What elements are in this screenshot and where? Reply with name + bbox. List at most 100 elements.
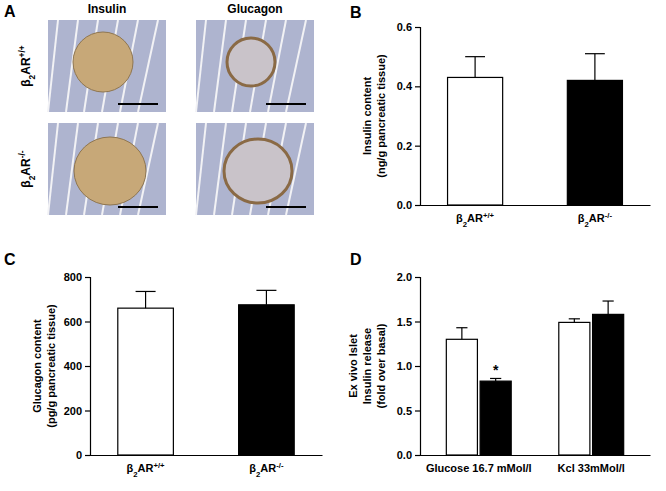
tick-mark	[85, 366, 90, 367]
error-stem	[266, 290, 267, 304]
error-cap	[585, 53, 605, 54]
panel-letter: D	[350, 251, 362, 268]
axis-line	[85, 278, 91, 456]
error-bar	[465, 57, 485, 78]
tick-label: 0.6	[397, 21, 412, 33]
tick-mark	[415, 277, 420, 278]
tick-label: 0.4	[397, 80, 413, 92]
y-axis-title: Glucagon content	[31, 319, 43, 413]
y-axis-title: (pg/g pancreatic tissue)	[45, 304, 57, 428]
text-part: β	[19, 180, 33, 187]
panel-letter: C	[4, 251, 16, 268]
x-tick: Glucose 16.7 mMol/l	[426, 455, 532, 474]
error-stem	[608, 301, 609, 314]
micrograph	[196, 20, 314, 112]
x-tick: β2AR+/+	[127, 455, 166, 479]
y-tick: 1.5	[397, 316, 420, 328]
plot-area	[448, 54, 623, 205]
tick-label: 0.2	[397, 140, 412, 152]
tick-mark	[415, 321, 420, 322]
bar	[480, 381, 511, 455]
tissue-septum	[48, 20, 58, 112]
category-label: β2AR-/-	[578, 211, 613, 229]
error-cap	[256, 290, 276, 291]
tissue	[196, 123, 314, 215]
y-axis-title: (fold over basal)	[375, 323, 387, 408]
tick-mark	[415, 366, 420, 367]
category-label: Kcl 33mMol/l	[558, 462, 625, 474]
y-tick: 400	[64, 360, 90, 372]
tick-mark	[85, 277, 90, 278]
tissue-septum	[214, 20, 226, 112]
micrograph	[48, 20, 166, 112]
tissue	[48, 123, 166, 215]
error-bar	[456, 328, 467, 340]
axis-line	[421, 205, 651, 206]
scale-bar	[118, 206, 158, 208]
text-part: AR	[19, 158, 33, 176]
tick-label: 0.0	[397, 199, 412, 211]
panel-letter: A	[4, 3, 16, 20]
tissue	[48, 20, 166, 112]
error-stem	[461, 328, 462, 340]
tick-label: 0.0	[397, 449, 412, 461]
scale-bar	[266, 103, 306, 105]
text-part: AR	[589, 212, 605, 224]
error-cap	[569, 318, 580, 319]
panel-letter: B	[350, 4, 362, 21]
y-tick: 600	[64, 316, 90, 328]
row-label: β2AR+/+	[17, 45, 37, 87]
x-axis: Glucose 16.7 mMol/l Kcl 33mMol/l	[421, 455, 651, 474]
micrograph	[48, 123, 166, 215]
text-sup: -/-	[17, 150, 27, 158]
y-tick: 0.4	[397, 80, 420, 92]
tick-label: 2.0	[397, 271, 412, 283]
tick-mark	[415, 146, 420, 147]
annotations: *	[493, 362, 499, 378]
panel: C 0 200 400 600 800 β2AR+/+ β2AR-/- Glucagon con…	[4, 251, 323, 479]
y-axis-title: Ex vivo Islet	[347, 334, 359, 398]
tick-label: 1.5	[397, 316, 412, 328]
y-tick: 200	[64, 405, 90, 417]
column-label: Glucagon	[227, 2, 282, 16]
text-part: AR	[467, 212, 483, 224]
axis-line	[415, 278, 421, 456]
y-axis: 0.0 0.2 0.4 0.6	[397, 21, 421, 211]
column-label: Insulin	[88, 2, 127, 16]
tick-mark	[415, 205, 420, 206]
tick-label: 400	[64, 360, 82, 372]
x-tick: β2AR+/+	[456, 205, 495, 229]
error-bar	[256, 290, 276, 304]
tissue-septum	[48, 123, 58, 215]
y-axis-title: Insulin content	[361, 77, 373, 156]
error-cap	[136, 291, 156, 292]
text-sup: +/+	[17, 45, 27, 57]
bar	[448, 77, 503, 205]
y-axis-title: Insulin release	[361, 328, 373, 404]
bar	[567, 80, 622, 205]
tick-label: 800	[64, 271, 82, 283]
bar	[446, 339, 477, 455]
error-bar	[603, 301, 614, 314]
islet	[73, 32, 133, 92]
x-axis: β2AR+/+ β2AR-/-	[91, 455, 323, 479]
figure: A Insulin Glucagon β2AR+/+ β2AR-/- B 0.0 0.2 0.4…	[0, 0, 666, 491]
bar	[559, 322, 590, 455]
tick-mark	[415, 86, 420, 87]
error-stem	[475, 57, 476, 78]
annotation: *	[493, 362, 499, 378]
plot-area	[446, 301, 623, 455]
bar	[118, 308, 174, 455]
bar	[239, 305, 295, 455]
tissue-septum	[286, 20, 306, 112]
y-tick: 0	[76, 449, 90, 461]
y-axis: 0 200 400 600 800	[64, 271, 91, 461]
x-axis: β2AR+/+ β2AR-/-	[421, 205, 651, 229]
scale-bar	[266, 206, 306, 208]
category-label: β2AR-/-	[249, 461, 284, 479]
category-label: β2AR+/+	[127, 461, 166, 479]
error-stem	[145, 291, 146, 308]
islet	[227, 38, 275, 86]
x-tick: β2AR-/-	[578, 205, 613, 229]
tick-mark	[85, 455, 90, 456]
